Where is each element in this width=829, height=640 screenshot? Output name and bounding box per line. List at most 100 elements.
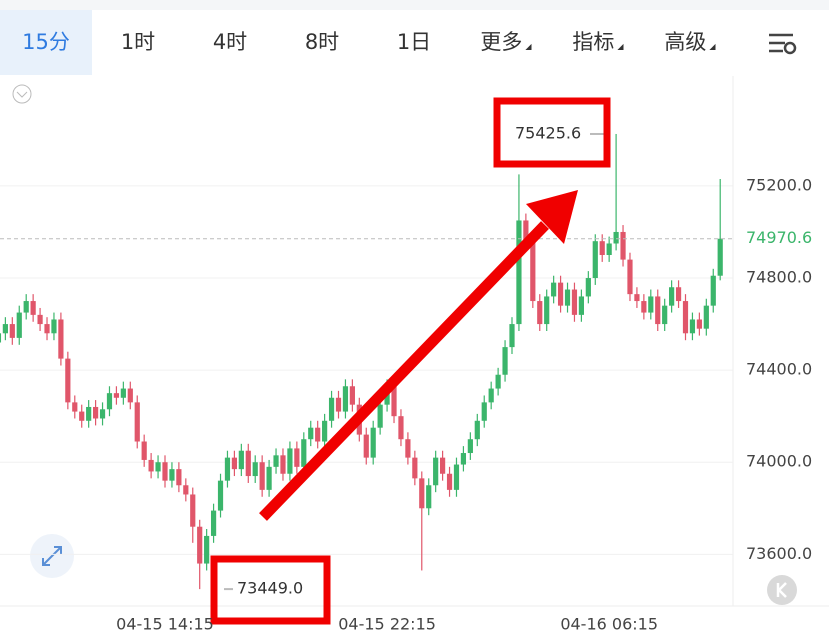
- candle-body: [37, 314, 43, 325]
- dropdown-marker: ◢: [709, 42, 716, 51]
- candle-body: [502, 347, 508, 375]
- extreme-label: 73449.0: [237, 579, 303, 598]
- candle-body: [141, 441, 147, 460]
- candle-body: [537, 301, 543, 325]
- candle-body: [551, 282, 557, 297]
- candle-body: [197, 526, 203, 564]
- candle-body: [655, 296, 661, 325]
- x-tick-label: 04-15 22:15: [338, 615, 436, 634]
- candle-body: [495, 374, 501, 389]
- candle-body: [183, 485, 189, 495]
- candle-body: [516, 220, 522, 325]
- candle-body: [224, 457, 231, 481]
- dropdown-marker: ◢: [525, 42, 532, 51]
- candle-body: [675, 287, 682, 302]
- candle-body: [453, 464, 460, 490]
- y-tick-label: 74000.0: [746, 452, 812, 471]
- tab-bar: 15分 1时 4时 8时 1日 更多 ◢ 指标 ◢ 高级 ◢: [0, 10, 829, 75]
- timeframe-tab[interactable]: 8时: [304, 30, 340, 54]
- high-box: [493, 97, 611, 168]
- highlight-annotations: [210, 97, 611, 625]
- candle-body: [363, 434, 369, 458]
- candle-body: [377, 404, 383, 428]
- candle-body: [460, 453, 467, 465]
- candle-body: [44, 324, 50, 334]
- candle-body: [620, 231, 626, 260]
- candle-body: [523, 220, 529, 242]
- candle-body: [169, 469, 175, 481]
- scroll-end-button[interactable]: [767, 575, 797, 605]
- candle-body: [16, 312, 22, 338]
- candle-body: [544, 296, 550, 325]
- candle-body: [585, 278, 591, 297]
- candle-body: [703, 305, 709, 329]
- candle-body: [433, 457, 439, 486]
- candle-body: [0, 333, 2, 343]
- timeframe-tab[interactable]: 高级 ◢: [664, 30, 716, 54]
- x-tick-label: 04-16 06:15: [560, 615, 658, 634]
- candle-body: [648, 296, 654, 313]
- candle-body: [599, 241, 605, 255]
- candle-body: [682, 301, 689, 334]
- candle-body: [564, 289, 571, 306]
- candle-body: [370, 427, 376, 458]
- candle-body: [315, 427, 321, 442]
- y-tick-label: 74400.0: [746, 360, 812, 379]
- candle-body: [238, 450, 244, 470]
- candle-body: [106, 393, 113, 410]
- candle-body: [308, 427, 314, 440]
- candle-body: [155, 462, 161, 472]
- y-tick-label: 74800.0: [746, 268, 812, 287]
- candle-body: [127, 388, 133, 403]
- candle-body: [606, 243, 612, 255]
- timeframe-tab[interactable]: 1时: [120, 30, 156, 54]
- candle-body: [557, 282, 564, 306]
- candle-body: [440, 457, 446, 474]
- candle-body: [231, 457, 237, 470]
- extreme-label: 75425.6: [515, 123, 581, 142]
- candle-body: [259, 462, 265, 490]
- y-tick-label: 75200.0: [746, 175, 812, 194]
- candle-body: [65, 358, 71, 403]
- candle-body: [30, 301, 36, 315]
- timeframe-tab[interactable]: 15分: [0, 10, 92, 75]
- candle-body: [51, 319, 57, 334]
- candle-body: [9, 324, 15, 338]
- candle-body: [426, 485, 432, 509]
- candle-body: [419, 478, 425, 509]
- candle-body: [79, 411, 85, 421]
- low-box: [210, 555, 331, 625]
- candle-body: [689, 319, 696, 334]
- dropdown-marker: ◢: [617, 42, 624, 51]
- candle-body: [266, 466, 272, 490]
- candle-body: [710, 275, 716, 306]
- candle-body: [72, 402, 78, 412]
- overlay: 75425.6 73449.0: [224, 123, 605, 598]
- candle-body: [391, 386, 397, 417]
- candle-body: [245, 450, 251, 477]
- settings-icon[interactable]: [769, 33, 797, 55]
- candle-body: [148, 459, 154, 472]
- candle-body: [287, 448, 293, 474]
- collapse-chevron: [16, 91, 28, 98]
- candle-body: [204, 535, 210, 564]
- candle-body: [280, 455, 286, 474]
- candle-body: [217, 480, 224, 511]
- candle-body: [474, 420, 480, 440]
- candle-body: [613, 231, 619, 244]
- candle-body: [662, 305, 668, 325]
- arrow-shaft: [259, 221, 549, 521]
- timeframe-tab[interactable]: 4时: [212, 30, 248, 54]
- timeframe-tab[interactable]: 更多 ◢: [480, 30, 532, 54]
- timeframe-tab[interactable]: 指标 ◢: [572, 30, 624, 54]
- candle-body: [120, 388, 126, 398]
- timeframe-tab[interactable]: 1日: [396, 30, 432, 54]
- candle-body: [446, 473, 453, 490]
- candle-body: [696, 319, 702, 329]
- arrow-head: [526, 190, 578, 244]
- candle-body: [634, 294, 640, 302]
- candle-body: [113, 393, 120, 398]
- collapse-icon[interactable]: [12, 84, 32, 104]
